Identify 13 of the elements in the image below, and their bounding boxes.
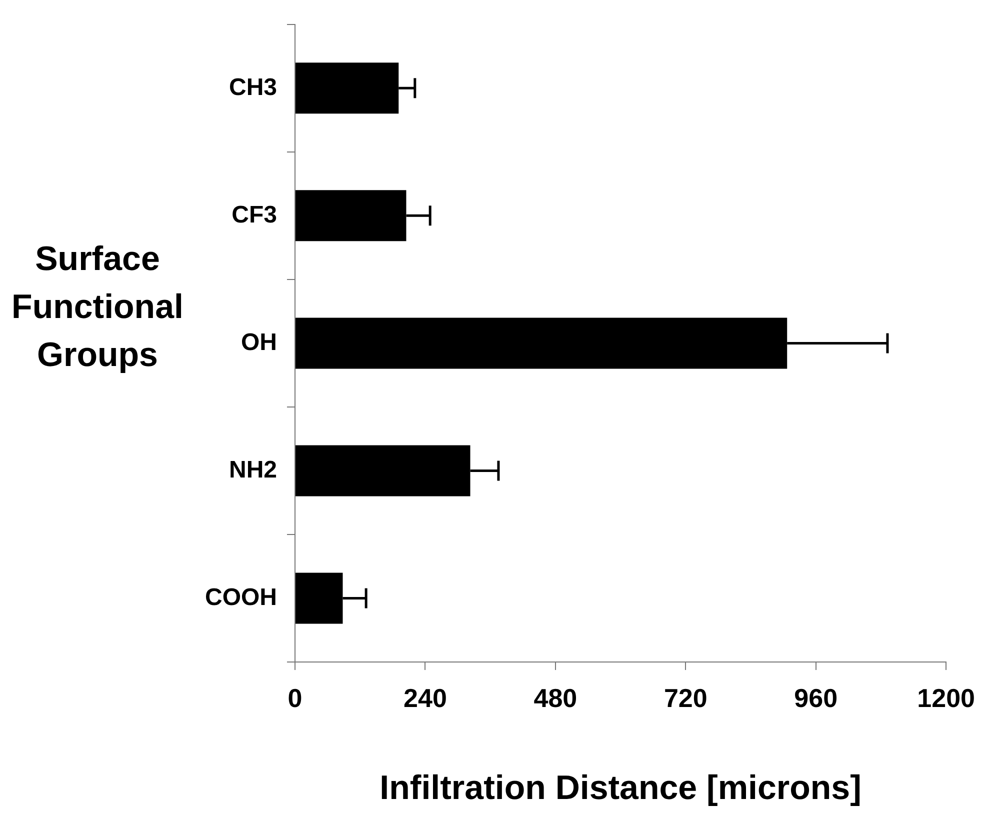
x-tick-label: 960: [794, 682, 838, 713]
y-tick-label: NH2: [228, 456, 277, 484]
y-tick-label: COOH: [205, 584, 277, 611]
x-tick-label: 0: [288, 682, 302, 713]
y-axis-title: Surface Functional Groups: [10, 239, 184, 376]
y-tick-label: CF3: [232, 201, 277, 228]
x-tick-label: 480: [534, 682, 578, 713]
x-axis-title: Infiltration Distance [microns]: [380, 768, 862, 807]
y-tick-label: CH3: [228, 74, 277, 101]
x-tick-label: 720: [664, 682, 708, 713]
x-tick-label: 1200: [917, 682, 975, 713]
x-tick-label: 240: [404, 682, 447, 713]
y-tick-label: OH: [241, 328, 277, 356]
